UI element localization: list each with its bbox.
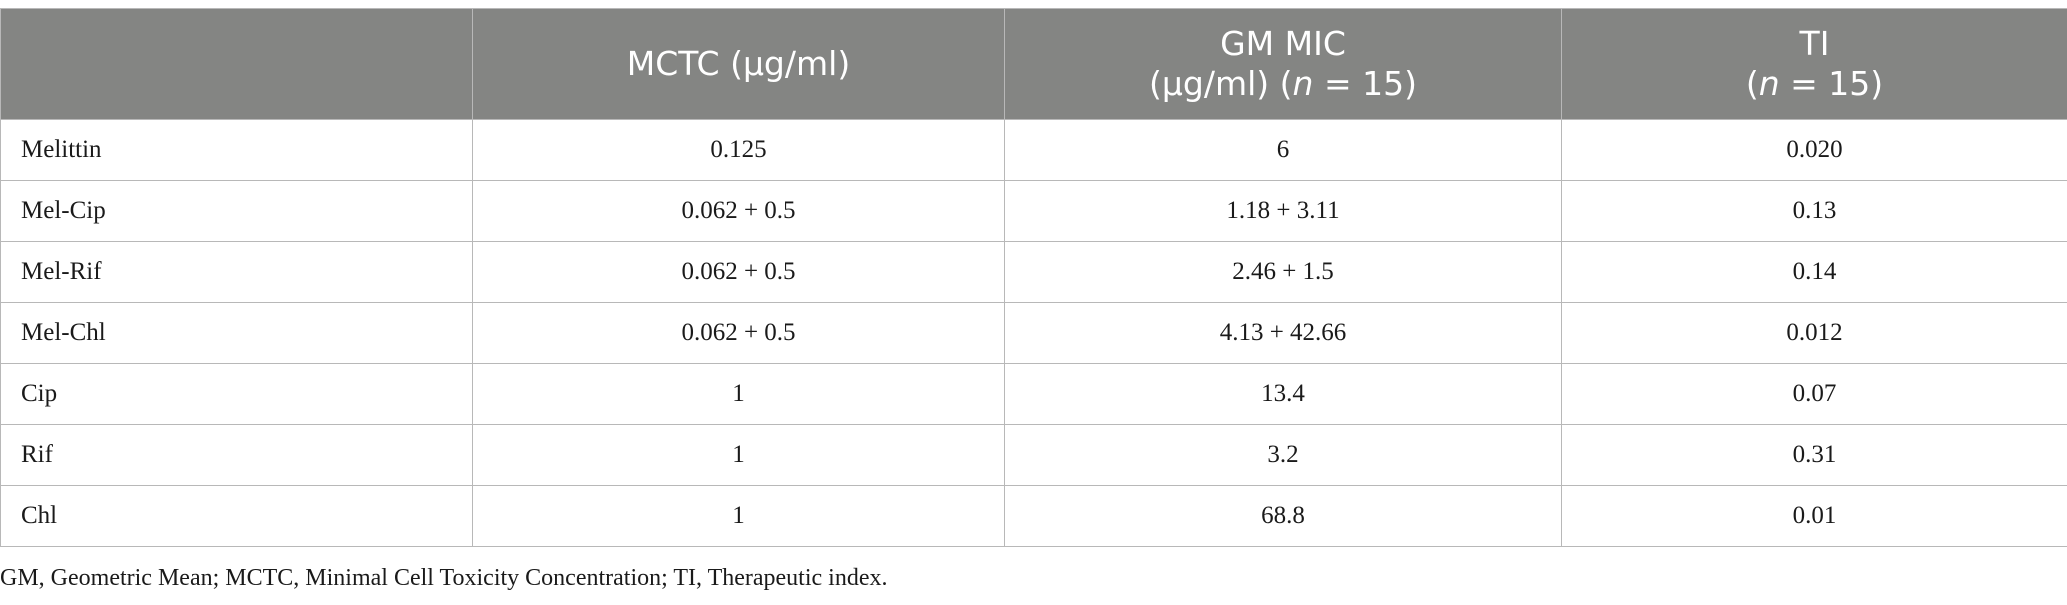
- header-cell-name: [0, 8, 473, 120]
- table-row: Rif 1 3.2 0.31: [0, 424, 2067, 486]
- cell-mctc: 0.062 + 0.5: [472, 180, 1005, 242]
- header-gm-mic-line2: (μg/ml) (n = 15): [1005, 64, 1561, 104]
- header-gm-mic-n: n: [1292, 64, 1314, 103]
- cell-gm-mic: 1.18 + 3.11: [1004, 180, 1562, 242]
- cell-gm-mic: 2.46 + 1.5: [1004, 241, 1562, 303]
- header-gm-mic-units: (μg/ml) (: [1149, 64, 1293, 103]
- cell-ti: 0.012: [1561, 302, 2067, 364]
- table-footnote: GM, Geometric Mean; MCTC, Minimal Cell T…: [0, 565, 888, 591]
- cell-mctc: 1: [472, 485, 1005, 547]
- cell-ti: 0.31: [1561, 424, 2067, 486]
- table-header: MCTC (μg/ml) GM MIC (μg/ml) (n = 15) TI …: [0, 8, 2067, 120]
- header-ti-line2: (n = 15): [1562, 64, 2067, 104]
- cell-name: Mel-Rif: [0, 241, 473, 303]
- table-row: Mel-Cip 0.062 + 0.5 1.18 + 3.11 0.13: [0, 180, 2067, 242]
- header-row: MCTC (μg/ml) GM MIC (μg/ml) (n = 15) TI …: [0, 8, 2067, 120]
- table-body: Melittin 0.125 6 0.020 Mel-Cip 0.062 + 0…: [0, 119, 2067, 547]
- cell-ti: 0.13: [1561, 180, 2067, 242]
- cell-name: Rif: [0, 424, 473, 486]
- data-table-container: MCTC (μg/ml) GM MIC (μg/ml) (n = 15) TI …: [0, 8, 2067, 547]
- cell-gm-mic: 13.4: [1004, 363, 1562, 425]
- table-row: Chl 1 68.8 0.01: [0, 485, 2067, 547]
- cell-mctc: 0.125: [472, 119, 1005, 181]
- header-gm-mic-line1: GM MIC: [1220, 24, 1346, 63]
- cell-name: Mel-Chl: [0, 302, 473, 364]
- cell-mctc: 1: [472, 363, 1005, 425]
- cell-gm-mic: 6: [1004, 119, 1562, 181]
- cell-name: Cip: [0, 363, 473, 425]
- cell-name: Chl: [0, 485, 473, 547]
- cell-ti: 0.14: [1561, 241, 2067, 303]
- cell-name: Mel-Cip: [0, 180, 473, 242]
- cell-ti: 0.07: [1561, 363, 2067, 425]
- header-cell-ti: TI (n = 15): [1561, 8, 2067, 120]
- cell-mctc: 1: [472, 424, 1005, 486]
- cell-gm-mic: 68.8: [1004, 485, 1562, 547]
- header-ti-n: n: [1758, 64, 1780, 103]
- header-ti-line1: TI: [1799, 24, 1830, 63]
- header-ti-open: (: [1745, 64, 1759, 103]
- cell-ti: 0.01: [1561, 485, 2067, 547]
- cell-mctc: 0.062 + 0.5: [472, 302, 1005, 364]
- cell-mctc: 0.062 + 0.5: [472, 241, 1005, 303]
- header-cell-gm-mic: GM MIC (μg/ml) (n = 15): [1004, 8, 1562, 120]
- header-ti-count: = 15): [1779, 64, 1884, 103]
- table-row: Melittin 0.125 6 0.020: [0, 119, 2067, 181]
- cell-ti: 0.020: [1561, 119, 2067, 181]
- cell-name: Melittin: [0, 119, 473, 181]
- header-gm-mic-count: = 15): [1313, 64, 1417, 103]
- results-table: MCTC (μg/ml) GM MIC (μg/ml) (n = 15) TI …: [0, 8, 2067, 547]
- table-row: Mel-Chl 0.062 + 0.5 4.13 + 42.66 0.012: [0, 302, 2067, 364]
- table-row: Cip 1 13.4 0.07: [0, 363, 2067, 425]
- header-cell-mctc: MCTC (μg/ml): [472, 8, 1005, 120]
- cell-gm-mic: 4.13 + 42.66: [1004, 302, 1562, 364]
- cell-gm-mic: 3.2: [1004, 424, 1562, 486]
- table-row: Mel-Rif 0.062 + 0.5 2.46 + 1.5 0.14: [0, 241, 2067, 303]
